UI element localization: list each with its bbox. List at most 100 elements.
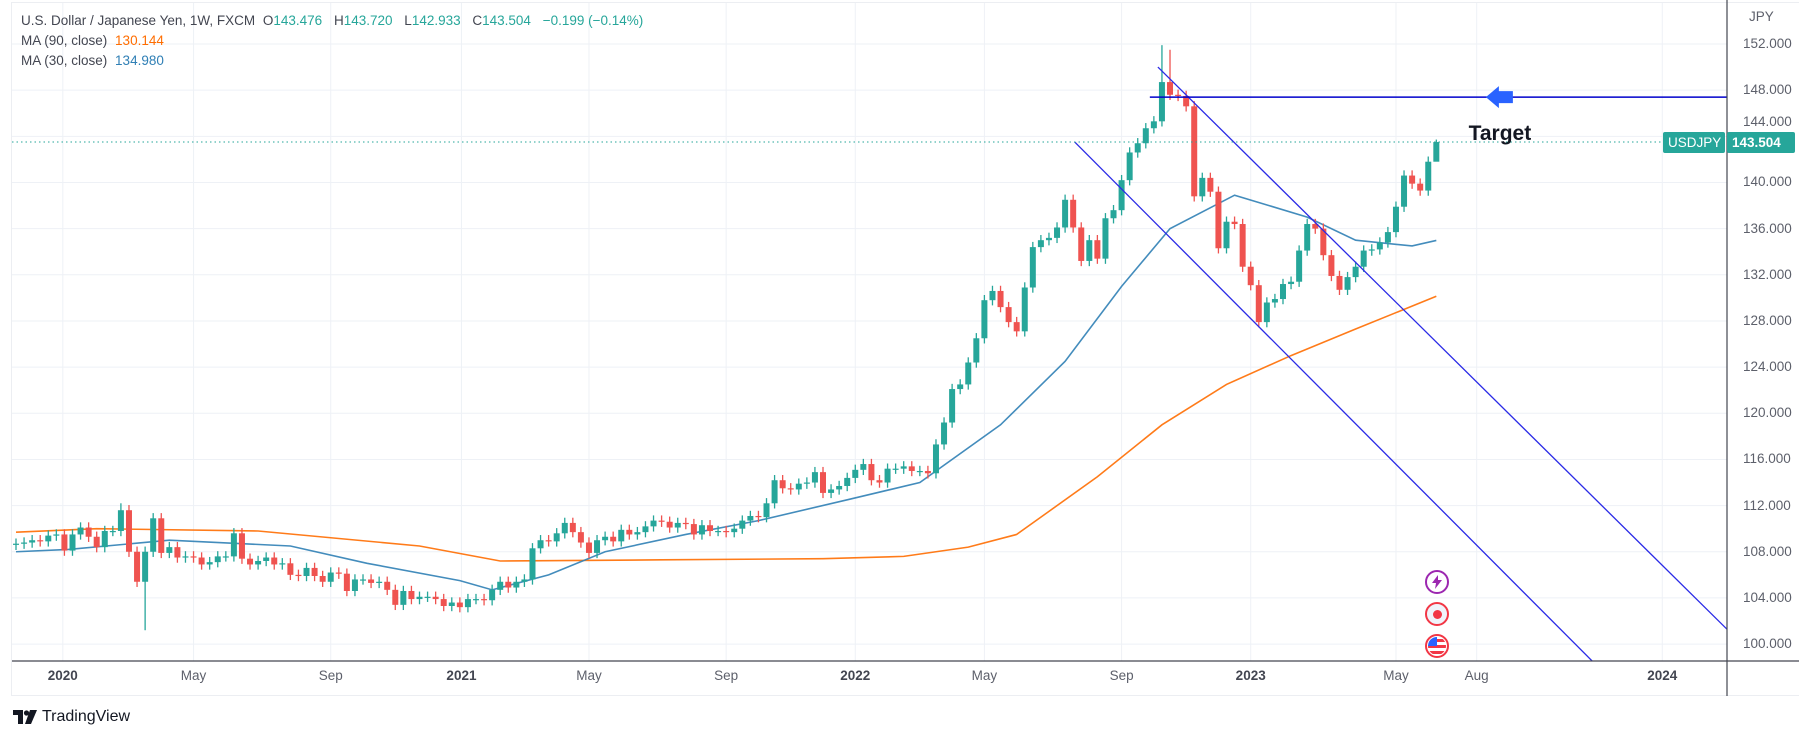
candle-body [1360,250,1367,267]
candle-body [924,470,931,474]
price-tick-label: 124.000 [1743,359,1792,375]
candle-body [941,422,948,445]
candle [1013,316,1020,337]
candle-body [1142,128,1149,144]
us-flag-icon[interactable] [1425,634,1449,658]
candle-body [1037,240,1044,248]
last-price-tag: 143.504 [1727,131,1795,153]
candle-body [698,525,705,535]
candle-body [1207,177,1214,192]
candle [642,521,649,538]
candle-body [1433,142,1440,162]
candle [85,522,92,542]
candle [747,510,754,526]
close-value: C143.504 [472,13,535,28]
tradingview-name: TradingView [42,708,131,725]
candle [836,480,843,495]
candle-body [311,567,318,576]
candle [1279,278,1286,305]
candle-body [860,464,867,470]
ma30-line [15,194,1437,591]
candle-body [852,469,859,478]
candle-body [1215,191,1222,249]
candle [529,543,536,585]
candle [247,553,254,570]
candle [755,510,762,523]
candle [698,520,705,540]
candle-body [1118,180,1125,211]
candle-body [836,485,843,490]
candle-body [682,522,689,525]
candle [1021,282,1028,337]
candle-body [142,551,149,582]
candle [1070,194,1077,233]
candle [868,458,875,486]
candle-body [618,529,625,542]
candle-body [1417,183,1424,191]
candle [53,529,60,541]
candle-body [392,589,399,605]
candle [311,562,318,582]
candle [1312,218,1319,234]
tradingview-logo[interactable]: TradingView [13,708,130,726]
candle-body [432,596,439,600]
target-arrow-icon [1485,86,1513,109]
candle [1344,271,1351,295]
candle-body [53,534,60,536]
candle [803,477,810,489]
candle [351,574,358,597]
candle-body [117,510,124,531]
candle [1304,218,1311,256]
candle [1296,245,1303,287]
candle [1401,170,1408,212]
candle [626,524,633,540]
candle-body [884,468,891,483]
candle [37,535,44,547]
japan-flag-icon[interactable] [1425,602,1449,626]
candle [682,517,689,530]
candle-body [957,384,964,390]
price-tick-label: 120.000 [1743,405,1792,421]
candle-body [1368,249,1375,251]
candle-body [1175,94,1182,96]
target-annotation[interactable]: Target [1468,122,1532,146]
candle-body [150,518,157,552]
candle-body [360,579,367,581]
candle-body [1102,218,1109,259]
candle [884,463,891,488]
candle-body [1255,285,1262,323]
ma30-legend[interactable]: MA (30, close) 134.980 [21,53,168,68]
candle [1094,234,1101,264]
candle-body [489,589,496,601]
candle [45,530,52,547]
candle [787,483,794,495]
candle-body [1312,224,1319,229]
candle [715,525,722,537]
candle [941,417,948,450]
time-tick-label: 2023 [1235,668,1266,683]
candle-body [351,579,358,591]
candle [932,439,939,479]
candle-body [448,602,455,606]
candle-body [1134,143,1141,153]
lightning-icon[interactable] [1425,570,1449,594]
candle-body [521,579,528,582]
candle-body [715,530,722,533]
candle-body [400,590,407,605]
candle-body [1086,240,1093,261]
candle [908,461,915,477]
ma90-legend[interactable]: MA (90, close) 130.144 [21,33,168,48]
candle-body [1167,82,1174,95]
candle-body [287,563,294,575]
candle [206,556,213,570]
candle-body [1054,227,1061,238]
candle-body [198,557,205,565]
price-tick-label: 100.000 [1743,636,1792,652]
candle-body [206,562,213,565]
candle [279,558,286,570]
candle [29,535,36,548]
price-chart[interactable] [0,0,1799,700]
candle-body [932,444,939,474]
candle [610,531,617,547]
plot-area [12,45,1727,661]
